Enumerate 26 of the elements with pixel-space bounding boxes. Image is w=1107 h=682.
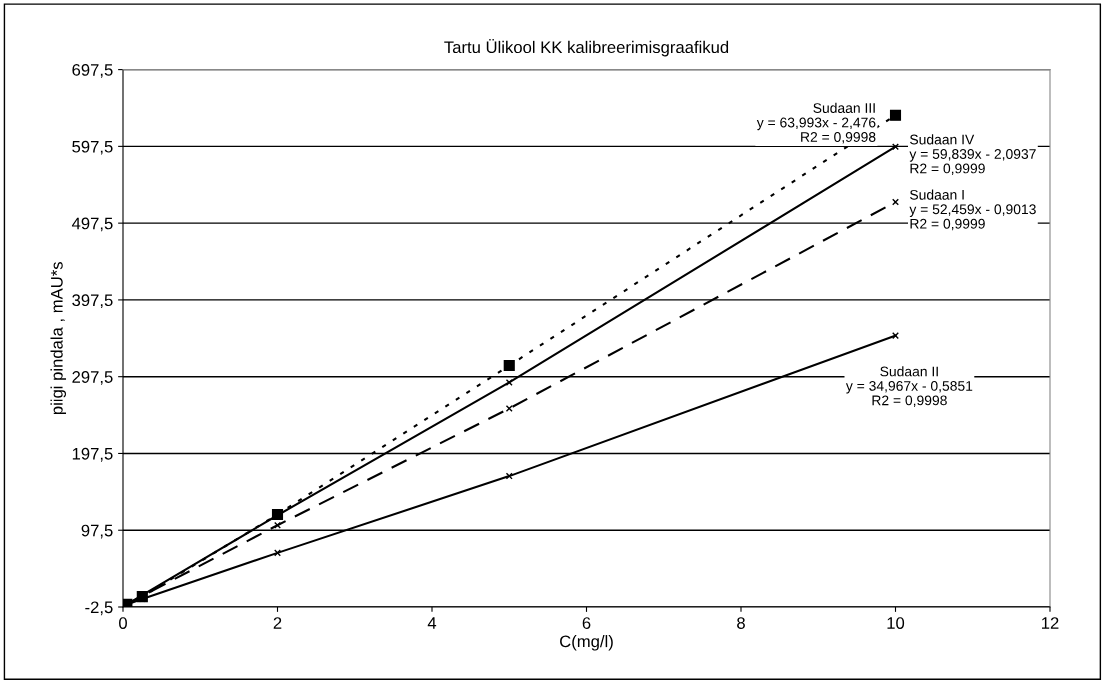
x-tick-label: 8	[737, 617, 745, 629]
x-tick-label: 4	[427, 617, 437, 629]
series-label: Sudaan I	[910, 189, 964, 200]
chart-title: Tartu Ülikool KK kalibreerimisgraafikud	[444, 38, 729, 57]
series-label: Sudaan III	[813, 102, 875, 113]
y-axis-title: piigi pindala , mAU*s	[50, 262, 67, 415]
x-tick-label: 12	[1042, 617, 1059, 629]
y-tick-label: 497,5	[71, 217, 113, 232]
annotation: y = 59,839x - 2,0937 R2 = 0,9999	[909, 149, 1036, 176]
annotation: y = 63,993x - 2,476 R2 = 0,9998	[756, 117, 876, 144]
y-tick-label: 597,5	[72, 140, 113, 155]
x-tick-label: 10	[887, 617, 905, 629]
x-tick-label: 6	[582, 617, 591, 629]
annotation: y = 52,459x - 0,9013 R2 = 0,9999	[909, 204, 1036, 231]
y-tick-label: 697,5	[72, 64, 113, 78]
y-tick-label: 397,5	[72, 294, 113, 309]
y-tick-label: 97,5	[81, 524, 113, 539]
annotation: y = 34,967x - 0,5851 R2 = 0,9998	[845, 380, 973, 407]
y-tick-label: 197,5	[72, 447, 113, 462]
series-label: Sudaan IV	[910, 134, 975, 145]
y-tick-label: -2,5	[85, 601, 113, 616]
x-tick-label: 2	[273, 617, 282, 629]
y-tick-label: 297,5	[72, 371, 113, 385]
x-axis-title: C(mg/l)	[560, 635, 613, 651]
x-tick-label: 0	[119, 617, 127, 629]
series-label: Sudaan II	[880, 366, 938, 377]
